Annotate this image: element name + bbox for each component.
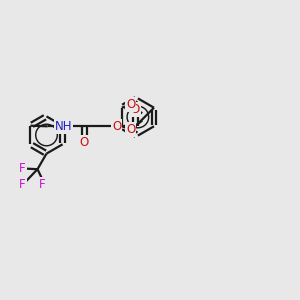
Text: F: F bbox=[39, 178, 45, 191]
Text: NH: NH bbox=[55, 120, 72, 133]
Text: O: O bbox=[126, 123, 135, 136]
Text: O: O bbox=[112, 120, 122, 133]
Text: O: O bbox=[131, 103, 140, 116]
Text: O: O bbox=[126, 98, 135, 111]
Text: F: F bbox=[19, 178, 26, 191]
Text: F: F bbox=[19, 162, 26, 175]
Text: O: O bbox=[80, 136, 89, 149]
